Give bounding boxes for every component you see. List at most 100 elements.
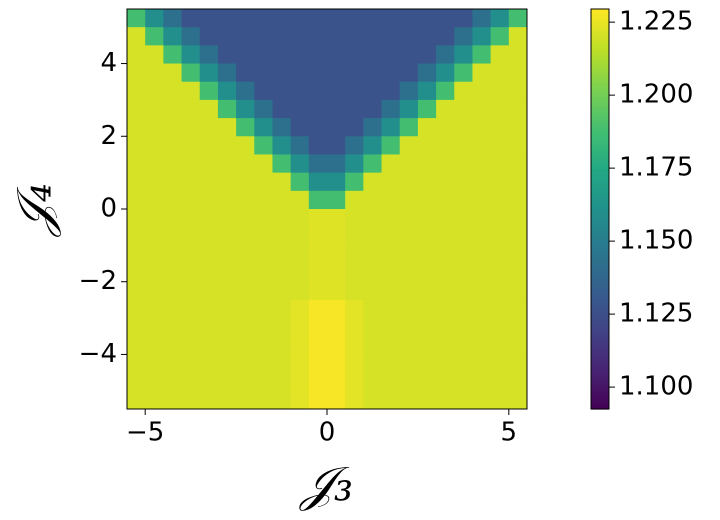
x-tick-label: 5 bbox=[501, 418, 518, 448]
heat-cell bbox=[454, 318, 473, 337]
colorbar-step bbox=[591, 361, 609, 364]
heat-cell bbox=[272, 99, 292, 119]
heat-cell bbox=[308, 99, 328, 119]
heat-cell bbox=[254, 190, 273, 210]
heat-cell bbox=[399, 63, 419, 83]
heat-cell bbox=[345, 9, 364, 28]
heat-cell bbox=[345, 354, 364, 374]
colorbar-step bbox=[591, 161, 609, 164]
heat-cell bbox=[254, 281, 273, 301]
heat-cell bbox=[472, 263, 492, 283]
heat-cell bbox=[345, 172, 364, 192]
colorbar-step bbox=[591, 257, 609, 260]
heat-cell bbox=[254, 372, 273, 392]
heat-cell bbox=[490, 209, 510, 228]
colorbar-step bbox=[591, 55, 609, 58]
heat-cell bbox=[308, 336, 328, 355]
colorbar-step bbox=[591, 141, 609, 144]
heat-cell bbox=[363, 118, 383, 137]
colorbar-step bbox=[591, 45, 609, 48]
heat-cell bbox=[436, 45, 455, 65]
heat-cell bbox=[217, 9, 237, 28]
heat-cell bbox=[145, 354, 164, 374]
heat-cell bbox=[363, 263, 383, 283]
heat-cell bbox=[399, 354, 419, 374]
heat-cell bbox=[163, 245, 183, 265]
heat-cell bbox=[436, 372, 455, 392]
heat-cell bbox=[272, 27, 292, 46]
heat-cell bbox=[217, 63, 237, 83]
heat-cell bbox=[145, 263, 164, 283]
heat-cell bbox=[199, 190, 219, 210]
colorbar-step bbox=[591, 11, 609, 14]
colorbar-step bbox=[591, 181, 609, 184]
heat-cell bbox=[490, 63, 510, 83]
heat-cell bbox=[454, 154, 473, 174]
heat-cell bbox=[254, 390, 273, 410]
heat-cell bbox=[508, 154, 528, 174]
heat-cell bbox=[199, 263, 219, 283]
colorbar-step bbox=[591, 65, 609, 68]
heat-cell bbox=[363, 63, 383, 83]
heat-cell bbox=[436, 27, 455, 46]
colorbar-step bbox=[591, 21, 609, 24]
colorbar-step bbox=[591, 383, 609, 386]
heat-cell bbox=[145, 190, 164, 210]
heat-cell bbox=[272, 227, 292, 246]
heat-cell bbox=[290, 99, 310, 119]
colorbar-step bbox=[591, 173, 609, 176]
heat-cell bbox=[217, 154, 237, 174]
heat-cell bbox=[308, 190, 328, 210]
heat-cell bbox=[508, 190, 528, 210]
heat-cell bbox=[417, 390, 437, 410]
heat-cell bbox=[508, 63, 528, 83]
heat-cell bbox=[454, 209, 473, 228]
heat-cell bbox=[327, 81, 346, 101]
colorbar-step bbox=[591, 195, 609, 198]
heat-cell bbox=[199, 227, 219, 246]
colorbar-step bbox=[591, 139, 609, 142]
heat-cell bbox=[363, 299, 383, 319]
heat-cell bbox=[199, 172, 219, 192]
heat-cell bbox=[472, 299, 492, 319]
colorbar-step bbox=[591, 263, 609, 266]
colorbar-step bbox=[591, 299, 609, 302]
heat-cell bbox=[272, 45, 292, 65]
colorbar-step bbox=[591, 31, 609, 34]
colorbar-step bbox=[591, 179, 609, 182]
heat-cell bbox=[236, 118, 255, 137]
colorbar-step bbox=[591, 115, 609, 118]
heat-cell bbox=[236, 63, 255, 83]
colorbar-tick-label: 1.200 bbox=[619, 80, 693, 110]
heat-cell bbox=[181, 154, 201, 174]
heat-cell bbox=[508, 99, 528, 119]
heat-cell bbox=[217, 27, 237, 46]
heat-cell bbox=[436, 172, 455, 192]
colorbar-step bbox=[591, 185, 609, 188]
colorbar-step bbox=[591, 357, 609, 360]
heat-cell bbox=[472, 372, 492, 392]
colorbar-step bbox=[591, 39, 609, 42]
heat-cell bbox=[508, 299, 528, 319]
heat-cell bbox=[508, 354, 528, 374]
colorbar-step bbox=[591, 197, 609, 200]
heat-cell bbox=[436, 227, 455, 246]
heat-cell bbox=[399, 372, 419, 392]
heat-cell bbox=[363, 9, 383, 28]
heat-cell bbox=[254, 136, 273, 155]
heat-cell bbox=[127, 372, 146, 392]
heat-cell bbox=[417, 263, 437, 283]
colorbar-step bbox=[591, 397, 609, 400]
heat-cell bbox=[490, 81, 510, 101]
colorbar-step bbox=[591, 143, 609, 146]
heat-cell bbox=[417, 63, 437, 83]
colorbar-step bbox=[591, 187, 609, 190]
heat-cell bbox=[345, 372, 364, 392]
heat-cell bbox=[217, 227, 237, 246]
heat-cell bbox=[345, 99, 364, 119]
heat-cell bbox=[145, 336, 164, 355]
heat-cell bbox=[199, 118, 219, 137]
heat-cell bbox=[363, 372, 383, 392]
colorbar-step bbox=[591, 339, 609, 342]
